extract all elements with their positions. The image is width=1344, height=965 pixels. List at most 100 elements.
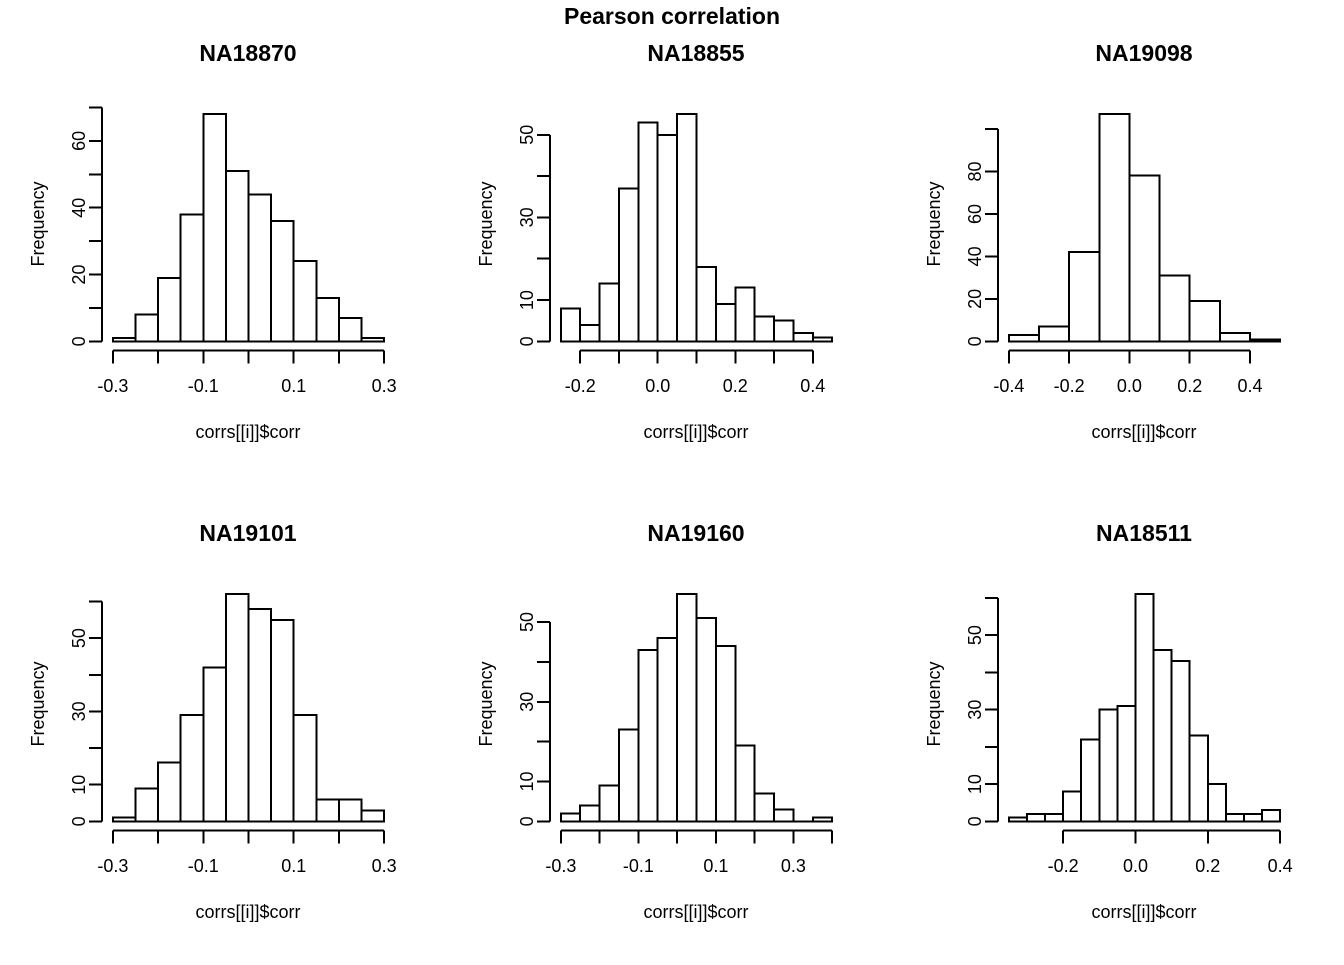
x-tick-label: -0.2 [565, 376, 596, 396]
y-tick-label: 10 [69, 775, 89, 795]
histogram-panel-na19160: NA19160 corrs[[i]]$corr Frequency 0 10 30 5… [448, 480, 896, 960]
y-tick-label: 0 [517, 336, 537, 346]
x-axis-label: corrs[[i]]$corr [195, 422, 300, 442]
panel-title: NA19098 [1095, 40, 1192, 66]
histogram-bar [753, 315, 776, 343]
histogram-bar [1128, 174, 1161, 343]
y-tick-label: 30 [517, 692, 537, 712]
y-axis: 0 10 30 50 [517, 125, 551, 346]
x-axis: -0.3 -0.1 0.1 0.3 [545, 829, 834, 876]
histogram-bar [315, 798, 340, 823]
histogram-bar [1188, 300, 1221, 343]
histogram-bar [337, 317, 363, 343]
histogram-bar [1068, 251, 1101, 343]
y-tick-label: 0 [69, 816, 89, 826]
y-tick-label: 40 [69, 198, 89, 218]
x-tick-label: -0.2 [1048, 856, 1079, 876]
histogram-bar [1025, 812, 1047, 823]
histogram-bar [773, 808, 795, 823]
histogram-bar [637, 648, 659, 823]
y-axis: 0 10 30 50 [517, 612, 551, 826]
y-tick-label: 0 [965, 816, 985, 826]
panel-title: NA19101 [199, 520, 296, 546]
y-tick-label: 20 [69, 265, 89, 285]
y-axis-label: Frequency [924, 181, 944, 266]
histogram-bar [1007, 334, 1040, 343]
y-tick-label: 30 [69, 701, 89, 721]
y-tick-label: 30 [517, 207, 537, 227]
histogram-bar [1206, 783, 1227, 823]
panel-title: NA19160 [647, 520, 744, 546]
histogram-bar [157, 761, 182, 823]
histogram-bar [579, 323, 601, 343]
y-tick-label: 20 [965, 289, 985, 309]
x-tick-label: -0.3 [97, 856, 128, 876]
histogram-bar [1044, 812, 1065, 823]
histogram-bar [1152, 648, 1173, 823]
x-tick-label: 0.1 [281, 856, 306, 876]
y-tick-label: 10 [517, 290, 537, 310]
histogram-bar [714, 303, 737, 343]
x-tick-label: 0.0 [1123, 856, 1148, 876]
y-tick-label: 60 [69, 131, 89, 151]
figure-main-title: Pearson correlation [563, 3, 781, 29]
histogram-svg: NA18511 corrs[[i]]$corr Frequency 0 10 30 5… [924, 520, 1293, 922]
histogram-bar [360, 809, 386, 823]
y-axis: 0 20 40 60 80 [965, 127, 999, 346]
histogram-bar [1080, 738, 1101, 823]
x-axis: -0.3 -0.1 0.1 0.3 [97, 349, 397, 396]
plot-area: 0 10 30 50 -0.2 0.0 0.2 0.4 [965, 593, 1293, 876]
histogram-bar [134, 313, 160, 343]
histogram-bar [179, 714, 205, 823]
bars-group [1007, 113, 1282, 343]
plot-area: 0 20 40 60 80 -0.4 -0.2 0.0 0.2 0.4 [965, 113, 1282, 396]
histogram-bar [811, 336, 834, 343]
histogram-bar [1188, 734, 1209, 823]
x-tick-label: 0.2 [1195, 856, 1220, 876]
x-axis: -0.2 0.0 0.2 0.4 [1048, 829, 1293, 876]
y-axis-label: Frequency [28, 181, 48, 266]
histogram-bar [598, 784, 620, 823]
y-tick-label: 10 [517, 772, 537, 792]
y-tick-label: 50 [517, 612, 537, 632]
histogram-bar [1062, 790, 1083, 823]
histogram-bar [1098, 708, 1119, 823]
histogram-bar [579, 804, 601, 823]
histogram-bar [202, 113, 227, 343]
y-tick-label: 40 [965, 246, 985, 266]
histogram-bar [811, 816, 834, 823]
x-tick-label: 0.0 [645, 376, 670, 396]
histogram-bar [734, 744, 756, 823]
x-tick-label: 0.4 [1237, 376, 1262, 396]
x-tick-label: 0.3 [372, 856, 397, 876]
histogram-bar [753, 792, 776, 823]
histogram-bar [1116, 704, 1137, 823]
histogram-panel-na18870: NA18870 corrs[[i]]$corr Frequency 0 20 40 6… [0, 0, 448, 480]
y-tick-label: 30 [965, 700, 985, 720]
histogram-bar [773, 319, 795, 343]
y-tick-label: 60 [965, 204, 985, 224]
x-axis: -0.4 -0.2 0.0 0.2 0.4 [993, 349, 1263, 396]
histogram-bar [734, 286, 756, 343]
histogram-svg: NA19160 corrs[[i]]$corr Frequency 0 10 30 5… [476, 520, 834, 922]
x-axis-label: corrs[[i]]$corr [643, 902, 748, 922]
bars-group [111, 593, 386, 823]
histogram-bar [270, 618, 295, 823]
histogram-panel-na19101: NA19101 corrs[[i]]$corr Frequency 0 10 30 5… [0, 480, 448, 960]
x-tick-label: 0.2 [723, 376, 748, 396]
plot-area: 0 10 30 50 -0.3 -0.1 0.1 0.3 [69, 593, 397, 876]
x-tick-label: 0.0 [1117, 376, 1142, 396]
bars-group [559, 593, 834, 823]
y-axis: 0 10 30 50 [69, 600, 103, 826]
histogram-svg: NA19101 corrs[[i]]$corr Frequency 0 10 30 5… [28, 520, 397, 922]
histogram-bar [676, 593, 698, 823]
histogram-bar [1134, 593, 1155, 823]
histogram-bar [1224, 812, 1245, 823]
panel-title: NA18511 [1096, 520, 1192, 546]
histogram-bar [179, 213, 205, 343]
histogram-bar [247, 193, 273, 343]
histogram-bar [1158, 274, 1191, 343]
histogram-bar [292, 714, 318, 823]
histogram-bar [111, 816, 137, 823]
plot-area: 0 10 30 50 -0.2 0.0 0.2 0.4 [517, 113, 834, 396]
